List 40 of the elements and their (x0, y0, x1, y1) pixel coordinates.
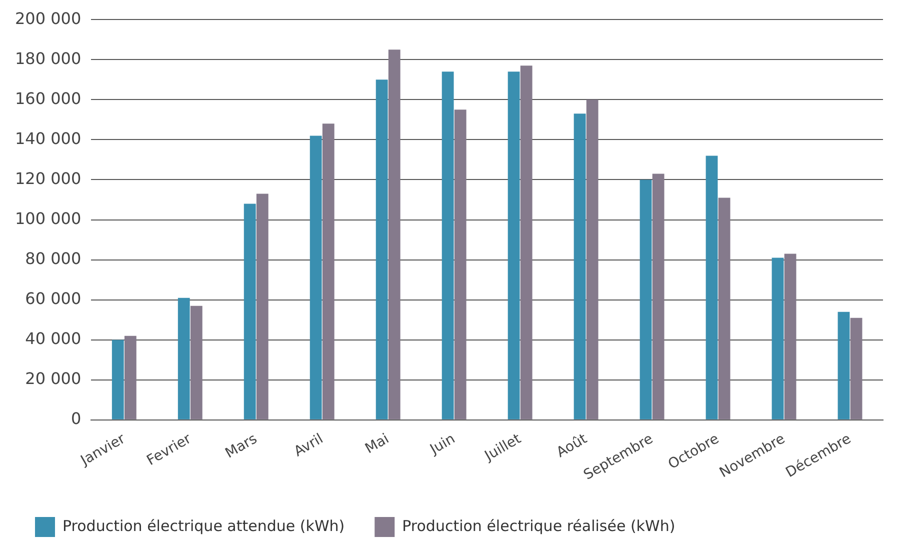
bar (850, 318, 862, 420)
bar (838, 312, 850, 420)
bar (178, 298, 190, 420)
bar (190, 306, 202, 420)
bar (706, 156, 718, 420)
y-tick-label: 120 000 (14, 168, 82, 188)
bar (376, 80, 388, 420)
y-tick-label: 140 000 (14, 128, 82, 148)
bar (310, 136, 322, 420)
bar (508, 72, 520, 420)
x-tick-label: Mai (362, 430, 392, 458)
y-tick-label: 180 000 (14, 48, 82, 68)
y-tick-label: 60 000 (25, 288, 82, 308)
bar (640, 180, 652, 420)
bar (244, 204, 256, 420)
bar (112, 340, 124, 420)
y-tick-label: 100 000 (14, 208, 82, 228)
y-tick-label: 160 000 (14, 88, 82, 108)
bar (574, 114, 586, 420)
x-tick-label: Mars (222, 430, 260, 462)
bar (388, 50, 400, 420)
x-tick-label: Juin (426, 430, 458, 458)
y-tick-label: 20 000 (25, 369, 82, 388)
bar (442, 72, 454, 420)
bar (586, 100, 598, 420)
y-tick-label: 80 000 (25, 248, 82, 268)
bar (652, 174, 664, 420)
bar (124, 336, 136, 420)
y-tick-label: 40 000 (25, 329, 82, 348)
bar (256, 194, 268, 420)
legend-label: Production électrique réalisée (kWh) (402, 516, 676, 535)
y-tick-label: 0 (70, 409, 82, 428)
bar (784, 254, 796, 420)
bar (718, 198, 730, 420)
legend-label: Production électrique attendue (kWh) (62, 516, 345, 535)
y-tick-label: 200 000 (14, 8, 82, 28)
bar (772, 258, 784, 420)
bar (322, 124, 334, 420)
bar (520, 66, 532, 420)
bar (454, 110, 466, 420)
